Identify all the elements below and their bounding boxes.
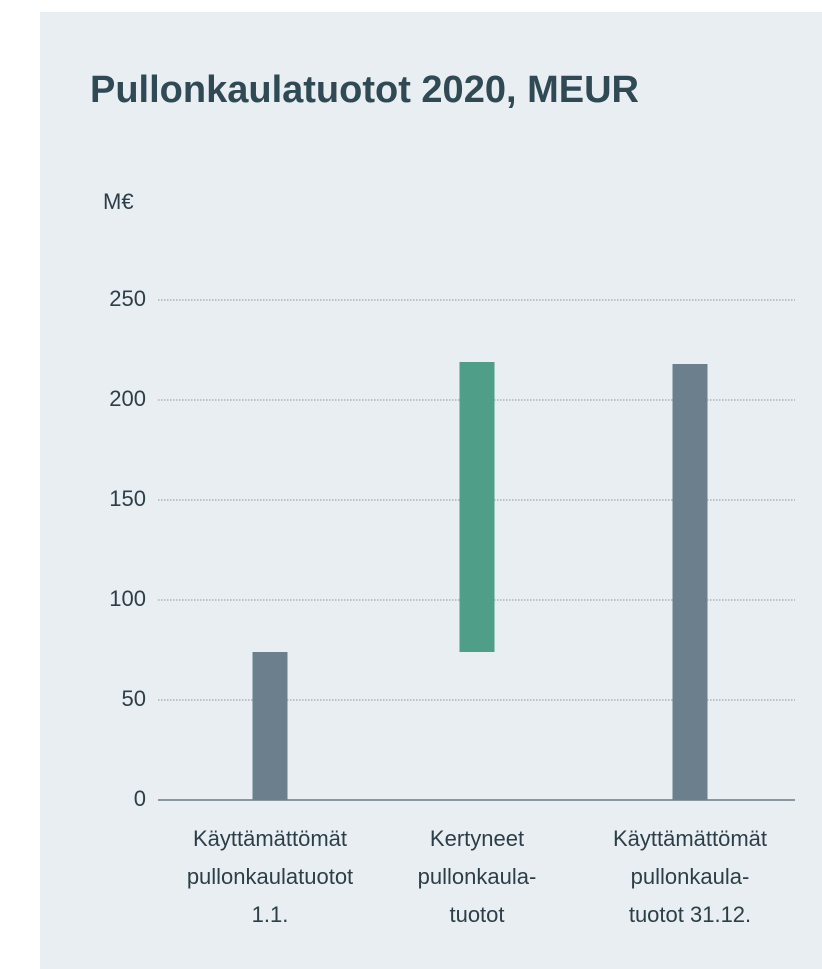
x-tick-label: tuotot xyxy=(449,902,504,927)
x-tick-label: pullonkaula- xyxy=(418,864,537,889)
x-tick-label: tuotot 31.12. xyxy=(629,902,751,927)
x-tick-label: Käyttämättömät xyxy=(613,826,767,851)
y-tick-label: 150 xyxy=(109,486,146,511)
x-tick-label: 1.1. xyxy=(252,902,289,927)
y-axis-label: M€ xyxy=(103,189,134,214)
y-tick-label: 250 xyxy=(109,286,146,311)
y-tick-label: 50 xyxy=(122,686,146,711)
x-tick-label: Käyttämättömät xyxy=(193,826,347,851)
x-tick-label: pullonkaulatuotot xyxy=(187,864,353,889)
y-tick-label: 200 xyxy=(109,386,146,411)
y-tick-label: 0 xyxy=(134,786,146,811)
bar xyxy=(672,364,708,800)
bar xyxy=(459,362,495,652)
chart-title: Pullonkaulatuotot 2020, MEUR xyxy=(90,69,639,111)
bar xyxy=(252,652,288,800)
x-tick-label: Kertyneet xyxy=(430,826,524,851)
y-tick-label: 100 xyxy=(109,586,146,611)
x-tick-label: pullonkaula- xyxy=(631,864,750,889)
